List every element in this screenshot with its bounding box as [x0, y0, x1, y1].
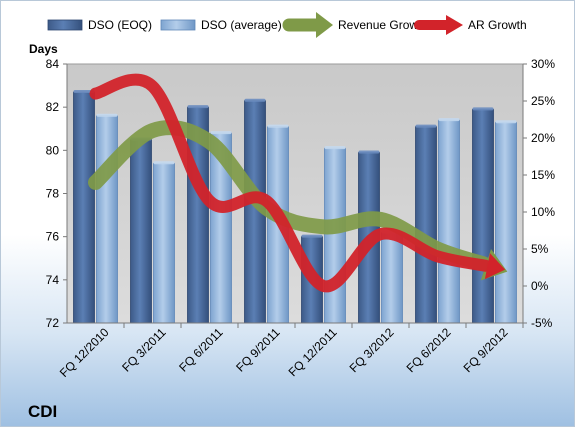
bar-dso-average	[324, 147, 346, 324]
arrow-head-ar-growth	[484, 253, 506, 280]
bar-cap	[438, 118, 460, 122]
y-tick-label: 84	[46, 57, 60, 71]
legend-item-revenue-growth: Revenue Growth	[282, 12, 428, 38]
x-tick-label: FQ 12/2010	[57, 325, 112, 380]
y-axis-title: Days	[29, 42, 58, 56]
y-tick-label: 82	[46, 100, 60, 114]
y-tick-label: 72	[46, 316, 60, 330]
bar-dso-average	[381, 231, 403, 324]
legend-swatch	[160, 19, 196, 31]
bar-cap	[96, 113, 118, 117]
y2-tick-label: -5%	[531, 316, 553, 330]
bar-dso-eoq	[415, 126, 437, 324]
x-tick-label: FQ 6/2011	[176, 325, 226, 375]
x-tick-label: FQ 9/2011	[233, 325, 283, 375]
x-tick-label: FQ 6/2012	[404, 325, 454, 375]
y-tick-label: 74	[46, 273, 60, 287]
bar-dso-eoq	[130, 139, 152, 324]
lines-layer	[88, 73, 508, 293]
bar-cap	[73, 90, 95, 94]
legend-arrow-head	[446, 15, 463, 35]
bar-cap	[244, 98, 266, 102]
bar-cap	[187, 105, 209, 109]
bar-cap	[210, 131, 232, 135]
bar-cap	[415, 124, 437, 128]
bar-dso-eoq	[472, 108, 494, 324]
bar-cap	[324, 146, 346, 150]
legend-label: DSO (EOQ)	[88, 18, 152, 32]
y2-tick-label: 10%	[531, 205, 555, 219]
bar-dso-average	[96, 115, 118, 324]
y2-tick-label: 5%	[531, 242, 549, 256]
bars-layer	[73, 90, 517, 324]
y2-tick-label: 25%	[531, 94, 555, 108]
bar-cap	[267, 124, 289, 128]
bar-cap	[301, 234, 323, 238]
bar-dso-average	[438, 119, 460, 324]
bar-dso-average	[495, 121, 517, 324]
company-label: CDI	[28, 402, 57, 421]
bar-dso-average	[153, 162, 175, 324]
legend-item-ar-growth: AR Growth	[414, 15, 527, 35]
y2-tick-label: 0%	[531, 279, 549, 293]
legend-item-dso-average: DSO (average)	[160, 18, 282, 32]
bar-cap	[495, 120, 517, 124]
legend: DSO (EOQ) DSO (average) Revenue Growth AR G…	[47, 12, 527, 38]
bar-dso-eoq	[73, 91, 95, 324]
x-tick-label: FQ 9/2012	[461, 325, 511, 375]
y-tick-label: 76	[46, 230, 60, 244]
y2-tick-label: 20%	[531, 131, 555, 145]
x-tick-label: FQ 3/2012	[347, 325, 397, 375]
legend-label: AR Growth	[468, 18, 527, 32]
legend-arrow-head	[316, 12, 333, 38]
y2-tick-label: 30%	[531, 57, 555, 71]
y-tick-label: 80	[46, 143, 60, 157]
legend-label: DSO (average)	[201, 18, 282, 32]
y2-tick-label: 15%	[531, 168, 555, 182]
bar-cap	[153, 161, 175, 165]
legend-swatch	[47, 19, 83, 31]
x-tick-label: FQ 3/2011	[119, 325, 169, 375]
x-tick-label: FQ 12/2011	[286, 325, 340, 379]
bar-cap	[472, 107, 494, 111]
legend-item-dso-eoq: DSO (EOQ)	[47, 18, 152, 32]
y-tick-label: 78	[46, 187, 60, 201]
legend-label: Revenue Growth	[338, 18, 428, 32]
bar-cap	[358, 150, 380, 154]
line-ar-growth	[89, 73, 492, 293]
